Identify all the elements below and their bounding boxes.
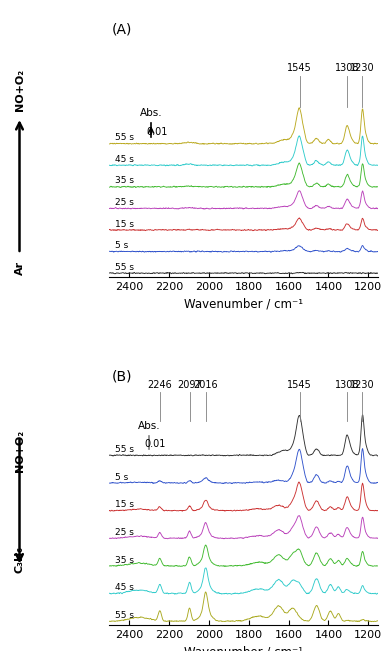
Text: 2016: 2016 — [193, 380, 218, 390]
Text: 55 s: 55 s — [115, 445, 134, 454]
Text: NO+O₂: NO+O₂ — [14, 68, 25, 111]
Text: 15 s: 15 s — [115, 501, 134, 509]
Text: Ar: Ar — [14, 260, 25, 275]
Text: 35 s: 35 s — [115, 556, 134, 564]
Text: 5 s: 5 s — [115, 241, 128, 250]
Text: 0.01: 0.01 — [144, 439, 165, 449]
Text: 5 s: 5 s — [115, 473, 128, 482]
Text: 2246: 2246 — [147, 380, 172, 390]
Text: 1308: 1308 — [335, 64, 359, 74]
Text: 25 s: 25 s — [115, 528, 134, 537]
X-axis label: Wavenumber / cm⁻¹: Wavenumber / cm⁻¹ — [184, 298, 303, 311]
Text: 0.01: 0.01 — [146, 127, 167, 137]
X-axis label: Wavenumber / cm⁻¹: Wavenumber / cm⁻¹ — [184, 645, 303, 651]
Text: 45 s: 45 s — [115, 583, 134, 592]
Text: 55 s: 55 s — [115, 263, 134, 271]
Text: (B): (B) — [112, 370, 132, 384]
Text: C₃H₆: C₃H₆ — [14, 546, 25, 573]
Text: Abs.: Abs. — [138, 421, 160, 432]
Text: 1545: 1545 — [287, 380, 312, 390]
Text: 55 s: 55 s — [115, 611, 134, 620]
Text: 25 s: 25 s — [115, 198, 134, 207]
Text: 1545: 1545 — [287, 64, 312, 74]
Text: 2097: 2097 — [177, 380, 202, 390]
Text: 1230: 1230 — [350, 380, 375, 390]
Text: 1230: 1230 — [350, 64, 375, 74]
Text: 15 s: 15 s — [115, 219, 134, 229]
Text: Abs.: Abs. — [140, 108, 162, 118]
Text: (A): (A) — [112, 22, 132, 36]
Text: 55 s: 55 s — [115, 133, 134, 143]
Text: 35 s: 35 s — [115, 176, 134, 186]
Text: 45 s: 45 s — [115, 155, 134, 164]
Text: 1308: 1308 — [335, 380, 359, 390]
Text: NO+O₂: NO+O₂ — [14, 430, 25, 472]
